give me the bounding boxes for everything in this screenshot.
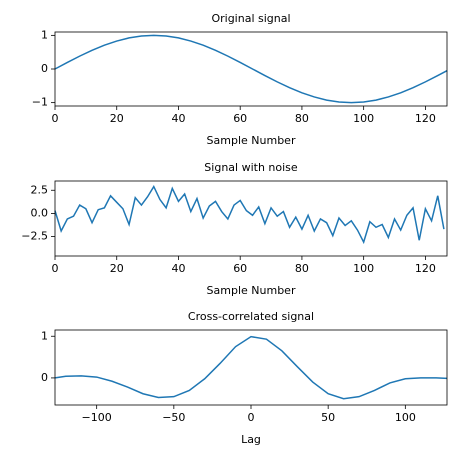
axes-frame [54, 329, 448, 406]
x-tick-label: −50 [162, 411, 185, 424]
chart-title: Signal with noise [204, 161, 298, 174]
x-tick-label: 100 [395, 411, 416, 424]
y-tick-label: 1 [41, 28, 48, 41]
x-tick-label: 40 [171, 262, 185, 275]
x-tick-label: 40 [171, 112, 185, 125]
x-tick-label: 20 [110, 262, 124, 275]
x-tick-label: −100 [82, 411, 112, 424]
y-tick-label: 2.5 [31, 183, 49, 196]
y-tick-label: 1 [41, 329, 48, 342]
x-tick-label: 60 [233, 262, 247, 275]
y-tick-label: 0.0 [31, 206, 49, 219]
x-axis-label: Sample Number [207, 134, 296, 147]
y-tick-label: −1 [32, 96, 48, 109]
x-tick-label: 0 [248, 411, 255, 424]
x-tick-label: 100 [353, 262, 374, 275]
x-tick-label: 80 [295, 112, 309, 125]
y-tick-label: 0 [41, 62, 48, 75]
x-tick-label: 0 [52, 262, 59, 275]
x-tick-label: 50 [321, 411, 335, 424]
line [54, 34, 448, 104]
x-tick-label: 120 [415, 112, 436, 125]
x-tick-label: 100 [353, 112, 374, 125]
x-tick-label: 80 [295, 262, 309, 275]
chart-title: Original signal [211, 12, 290, 25]
axes-frame [54, 180, 448, 257]
line [54, 335, 448, 400]
y-tick-label: 0 [41, 371, 48, 384]
x-axis-label: Lag [241, 433, 261, 446]
y-tick-label: −2.5 [21, 230, 48, 243]
x-tick-label: 0 [52, 112, 59, 125]
x-tick-label: 120 [415, 262, 436, 275]
x-tick-label: 20 [110, 112, 124, 125]
line [54, 184, 445, 245]
x-axis-label: Sample Number [207, 284, 296, 297]
chart-title: Cross-correlated signal [188, 310, 314, 323]
x-tick-label: 60 [233, 112, 247, 125]
